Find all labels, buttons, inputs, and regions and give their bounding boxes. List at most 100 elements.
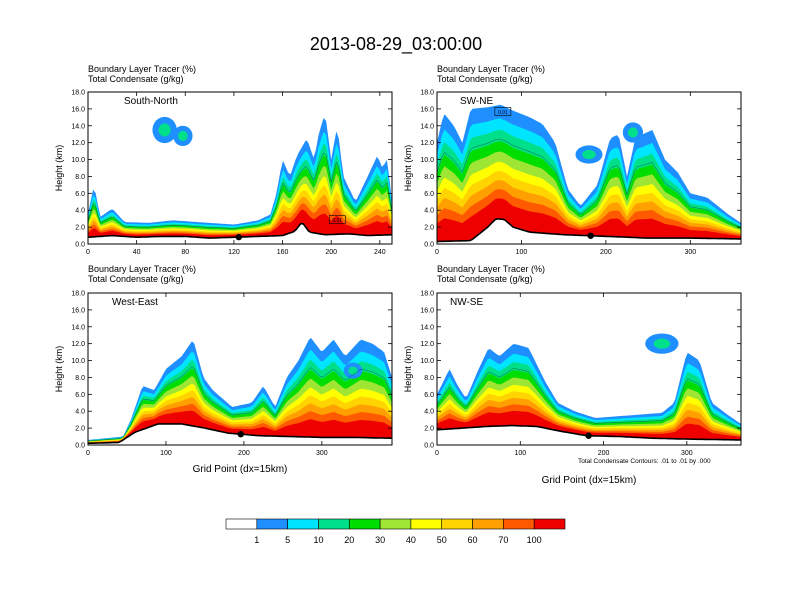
y-tick-label: 12.0 bbox=[420, 140, 434, 147]
y-tick-label: 6.0 bbox=[75, 191, 85, 198]
y-tick-label: 2.0 bbox=[75, 426, 85, 433]
figure-title: 2013-08-29_03:00:00 bbox=[310, 34, 482, 55]
x-tick-label: 100 bbox=[160, 450, 172, 457]
panel-subtitle-tracer: Boundary Layer Tracer (%) bbox=[88, 264, 196, 274]
tracer-blob-core bbox=[627, 127, 638, 138]
location-marker bbox=[585, 432, 592, 439]
condensate-contours bbox=[88, 152, 392, 229]
x-tick-label: 0 bbox=[435, 450, 439, 457]
colorbar-swatch bbox=[256, 518, 288, 530]
colorbar: 1 5 10 20 30 40 50 60 70 100 bbox=[225, 518, 566, 545]
x-axis: 0 40 80 120 160 200 240 bbox=[86, 92, 386, 256]
colorbar-label: 50 bbox=[437, 535, 447, 545]
terrain-fill bbox=[88, 223, 392, 244]
y-axis-label: Height (km) bbox=[403, 346, 413, 393]
y-tick-label: 0.0 bbox=[75, 443, 85, 450]
location-marker bbox=[235, 233, 242, 241]
y-tick-label: 16.0 bbox=[71, 307, 85, 314]
condensate-contour bbox=[88, 152, 392, 229]
x-axis: 0 100 200 300 bbox=[86, 293, 328, 457]
y-tick-label: 10.0 bbox=[71, 358, 85, 365]
x-tick-label: 40 bbox=[133, 249, 141, 256]
plot-area bbox=[88, 293, 392, 445]
y-tick-label: 14.0 bbox=[420, 324, 434, 331]
x-axis-label: Grid Point (dx=15km) bbox=[193, 464, 288, 475]
panel-subtitle-condensate: Total Condensate (g/kg) bbox=[437, 74, 533, 84]
y-tick-label: 8.0 bbox=[75, 375, 85, 382]
panel-name: NW-SE bbox=[450, 297, 483, 308]
contour-label-box bbox=[328, 215, 346, 224]
plot-area bbox=[437, 293, 741, 445]
colorbar-swatch bbox=[410, 518, 443, 530]
y-axis-label: Height (km) bbox=[403, 145, 413, 192]
colorbar-swatch bbox=[472, 518, 504, 530]
tracer-field bbox=[88, 116, 392, 244]
x-axis-label: Grid Point (dx=15km) bbox=[542, 475, 637, 486]
x-axis: 0 100 200 300 bbox=[435, 92, 696, 256]
x-tick-label: 80 bbox=[181, 249, 189, 256]
terrain-fill bbox=[437, 425, 741, 445]
contour-label: 0.01 bbox=[332, 218, 342, 224]
x-tick-label: 200 bbox=[238, 450, 250, 457]
y-tick-label: 12.0 bbox=[420, 341, 434, 348]
y-tick-label: 8.0 bbox=[424, 375, 434, 382]
panel-west-east: Boundary Layer Tracer (%) Total Condensa… bbox=[54, 264, 393, 475]
y-tick-label: 4.0 bbox=[75, 409, 85, 416]
tracer-blob-core bbox=[582, 149, 596, 160]
y-tick-label: 14.0 bbox=[71, 123, 85, 130]
panel-subtitle-tracer: Boundary Layer Tracer (%) bbox=[88, 64, 196, 74]
colorbar-label: 20 bbox=[344, 535, 354, 545]
y-tick-label: 14.0 bbox=[71, 324, 85, 331]
y-tick-label: 18.0 bbox=[420, 291, 434, 298]
colorbar-swatch bbox=[533, 518, 566, 530]
contour-labels: 0.01 bbox=[328, 215, 346, 224]
y-tick-label: 18.0 bbox=[71, 291, 85, 298]
y-tick-label: 10.0 bbox=[420, 358, 434, 365]
x-tick-label: 160 bbox=[277, 249, 289, 256]
panel-subtitle-condensate: Total Condensate (g/kg) bbox=[88, 274, 184, 284]
contour-note: Total Condensate Contours: .01 to .01 by… bbox=[578, 458, 711, 465]
y-tick-label: 6.0 bbox=[75, 392, 85, 399]
colorbar-label: 5 bbox=[285, 535, 290, 545]
panel-nw-se: Boundary Layer Tracer (%) Total Condensa… bbox=[403, 264, 742, 486]
x-tick-label: 0 bbox=[435, 249, 439, 256]
condensate-contour bbox=[437, 138, 741, 228]
colorbar-label: 30 bbox=[375, 535, 385, 545]
x-tick-label: 100 bbox=[514, 450, 526, 457]
y-axis-label: Height (km) bbox=[54, 346, 64, 393]
panel-subtitle-condensate: Total Condensate (g/kg) bbox=[437, 274, 533, 284]
panel-name: SW-NE bbox=[460, 96, 493, 107]
y-tick-label: 6.0 bbox=[424, 392, 434, 399]
y-tick-label: 12.0 bbox=[71, 140, 85, 147]
plot-area: 0.01 bbox=[88, 92, 392, 244]
location-dot bbox=[587, 232, 594, 239]
panel-name: West-East bbox=[112, 297, 158, 308]
y-axis: 0.0 2.0 4.0 6.0 8.0 10.0 12.0 14.0 16.0 18.0 bbox=[71, 291, 392, 450]
colorbar-label: 10 bbox=[313, 535, 323, 545]
colorbar-swatch bbox=[348, 518, 381, 530]
tracer-field bbox=[437, 104, 741, 244]
panel-south-north: Boundary Layer Tracer (%) Total Condensa… bbox=[54, 64, 393, 256]
tracer-blob-core bbox=[653, 338, 671, 349]
colorbar-swatch bbox=[441, 518, 473, 530]
colorbar-label: 60 bbox=[468, 535, 478, 545]
y-tick-label: 10.0 bbox=[420, 157, 434, 164]
y-tick-label: 0.0 bbox=[75, 242, 85, 249]
x-axis: 0 100 200 300 bbox=[435, 293, 693, 457]
colorbar-label: 1 bbox=[254, 535, 259, 545]
y-tick-label: 18.0 bbox=[71, 90, 85, 97]
y-tick-label: 2.0 bbox=[424, 225, 434, 232]
y-axis: 0.0 2.0 4.0 6.0 8.0 10.0 12.0 14.0 16.0 18.0 bbox=[420, 291, 741, 450]
location-marker bbox=[237, 430, 244, 438]
x-tick-label: 200 bbox=[325, 249, 337, 256]
y-tick-label: 2.0 bbox=[75, 225, 85, 232]
x-tick-label: 300 bbox=[681, 450, 693, 457]
y-tick-label: 4.0 bbox=[424, 409, 434, 416]
y-tick-label: 0.0 bbox=[424, 443, 434, 450]
y-tick-label: 8.0 bbox=[424, 174, 434, 181]
plot-frame bbox=[436, 292, 742, 446]
y-tick-label: 0.0 bbox=[424, 242, 434, 249]
y-axis-label: Height (km) bbox=[54, 145, 64, 192]
x-tick-label: 300 bbox=[684, 249, 696, 256]
